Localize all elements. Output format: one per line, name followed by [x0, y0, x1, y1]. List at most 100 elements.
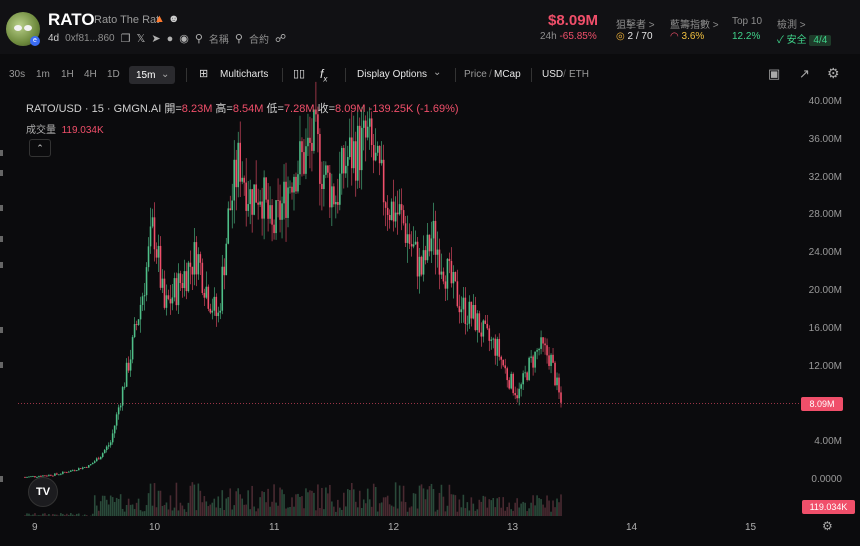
- drawing-tool-icon[interactable]: [0, 476, 3, 482]
- y-axis-tick-label: 20.00M: [808, 285, 842, 296]
- volume-bar: [325, 487, 327, 516]
- settings-gear-icon[interactable]: ⚙: [827, 65, 840, 81]
- axis-settings-icon[interactable]: ⚙: [822, 519, 833, 533]
- search-contract-link[interactable]: 合約: [248, 35, 269, 46]
- candle-body: [500, 356, 503, 360]
- candle-body: [550, 354, 552, 366]
- volume-bar: [341, 509, 343, 516]
- share-icon[interactable]: ☍: [274, 33, 287, 45]
- interval-1h[interactable]: 1H: [61, 69, 74, 80]
- interval-1d[interactable]: 1D: [107, 69, 120, 80]
- search-name-link[interactable]: 名稱: [208, 35, 229, 46]
- candle-body: [376, 145, 379, 153]
- volume-bar: [273, 484, 275, 516]
- volume-bar: [161, 505, 164, 516]
- interval-1m[interactable]: 1m: [36, 69, 50, 80]
- volume-bar: [199, 490, 202, 516]
- candle-body: [297, 174, 299, 192]
- volume-bar: [205, 501, 208, 516]
- candle-body: [283, 181, 285, 204]
- indicators-icon[interactable]: fx: [320, 67, 328, 84]
- fullscreen-icon[interactable]: ↗: [799, 66, 810, 81]
- display-options-chevron-icon[interactable]: ⌄: [433, 67, 442, 78]
- toggle-usd[interactable]: USD: [542, 69, 564, 80]
- last-price-tag: 8.09M: [801, 397, 843, 411]
- copy-icon[interactable]: ❐: [120, 33, 131, 45]
- volume-bar: [147, 493, 150, 516]
- toggle-price[interactable]: Price: [464, 69, 487, 80]
- stat-check-label[interactable]: 檢測 >: [777, 20, 806, 31]
- stat-top10-label[interactable]: Top 10: [732, 16, 763, 27]
- website-icon[interactable]: ●: [166, 32, 174, 45]
- candle-body: [62, 471, 64, 474]
- candle-body: [181, 283, 184, 289]
- volume-bar: [408, 507, 411, 516]
- x-social-icon[interactable]: 𝕏: [136, 33, 146, 45]
- stat-bluechip-label[interactable]: 藍籌指數 >: [670, 20, 719, 31]
- volume-bar: [169, 495, 172, 516]
- volume-bar: [287, 507, 289, 516]
- drawing-tool-icon[interactable]: [0, 262, 3, 268]
- x-axis-tick-label: 14: [626, 522, 638, 533]
- explorer-icon[interactable]: ◉: [179, 33, 189, 45]
- candle-body: [526, 372, 528, 380]
- multicharts-icon[interactable]: ⊞: [199, 68, 209, 80]
- candle-body: [492, 338, 495, 340]
- volume-bar: [428, 486, 431, 516]
- interval-4h[interactable]: 4H: [84, 69, 97, 80]
- drawing-tool-icon[interactable]: [0, 150, 3, 156]
- volume-bar: [241, 498, 243, 516]
- candle-body: [311, 142, 313, 151]
- candle-body: [241, 177, 243, 182]
- drawing-tool-icon[interactable]: [0, 362, 3, 368]
- candle-body: [406, 234, 409, 243]
- volume-bar: [534, 505, 536, 516]
- volume-bar: [171, 510, 174, 516]
- x-axis-tick-label: 15: [745, 522, 757, 533]
- volume-bar: [257, 508, 259, 516]
- volume-bar: [362, 499, 365, 516]
- candle-type-icon[interactable]: ▯▯: [293, 68, 306, 80]
- search-icon[interactable]: ⚲: [194, 33, 203, 45]
- volume-bar: [38, 515, 40, 516]
- drawing-tool-icon[interactable]: [0, 236, 3, 242]
- candle-body: [119, 405, 122, 408]
- stat-snipers-label[interactable]: 狙擊者 >: [616, 20, 655, 31]
- volume-bar: [203, 496, 206, 516]
- volume-bar: [404, 502, 407, 516]
- volume-bar: [46, 515, 48, 516]
- candle-body: [261, 201, 263, 219]
- interval-selector[interactable]: 15m ⌄: [129, 66, 175, 84]
- volume-bar: [243, 504, 245, 516]
- drawing-tool-icon[interactable]: [0, 205, 3, 211]
- y-axis-tick-label: 36.00M: [808, 133, 842, 145]
- candle-body: [518, 388, 520, 399]
- token-address[interactable]: 0xf81...860: [65, 33, 115, 44]
- tradingview-logo[interactable]: TV: [28, 477, 58, 507]
- telegram-icon[interactable]: ➤: [151, 33, 161, 45]
- candle-body: [121, 387, 124, 406]
- volume-bar: [544, 507, 546, 516]
- close-value: 8.09M: [335, 103, 366, 115]
- camera-icon[interactable]: ▣: [768, 66, 781, 81]
- candle-body: [175, 278, 178, 306]
- volume-bar: [52, 514, 54, 516]
- toggle-eth[interactable]: ETH: [569, 69, 589, 80]
- candle-body: [504, 365, 507, 369]
- drawing-tool-icon[interactable]: [0, 327, 3, 333]
- candle-body: [482, 320, 485, 337]
- candle-body: [26, 477, 28, 478]
- x-axis-tick-label: 13: [507, 522, 519, 533]
- volume-bar: [424, 499, 427, 516]
- multicharts-button[interactable]: Multicharts: [220, 69, 269, 80]
- volume-bar: [275, 502, 277, 516]
- search-contract-icon[interactable]: ⚲: [234, 33, 243, 45]
- toggle-mcap[interactable]: MCap: [494, 69, 521, 80]
- drawing-tool-icon[interactable]: [0, 170, 3, 176]
- collapse-legend-button[interactable]: ⌃: [29, 139, 51, 157]
- interval-30s[interactable]: 30s: [9, 69, 26, 80]
- low-value: 7.28M: [283, 103, 315, 115]
- volume-bar: [348, 490, 351, 516]
- display-options-button[interactable]: Display Options: [357, 69, 428, 80]
